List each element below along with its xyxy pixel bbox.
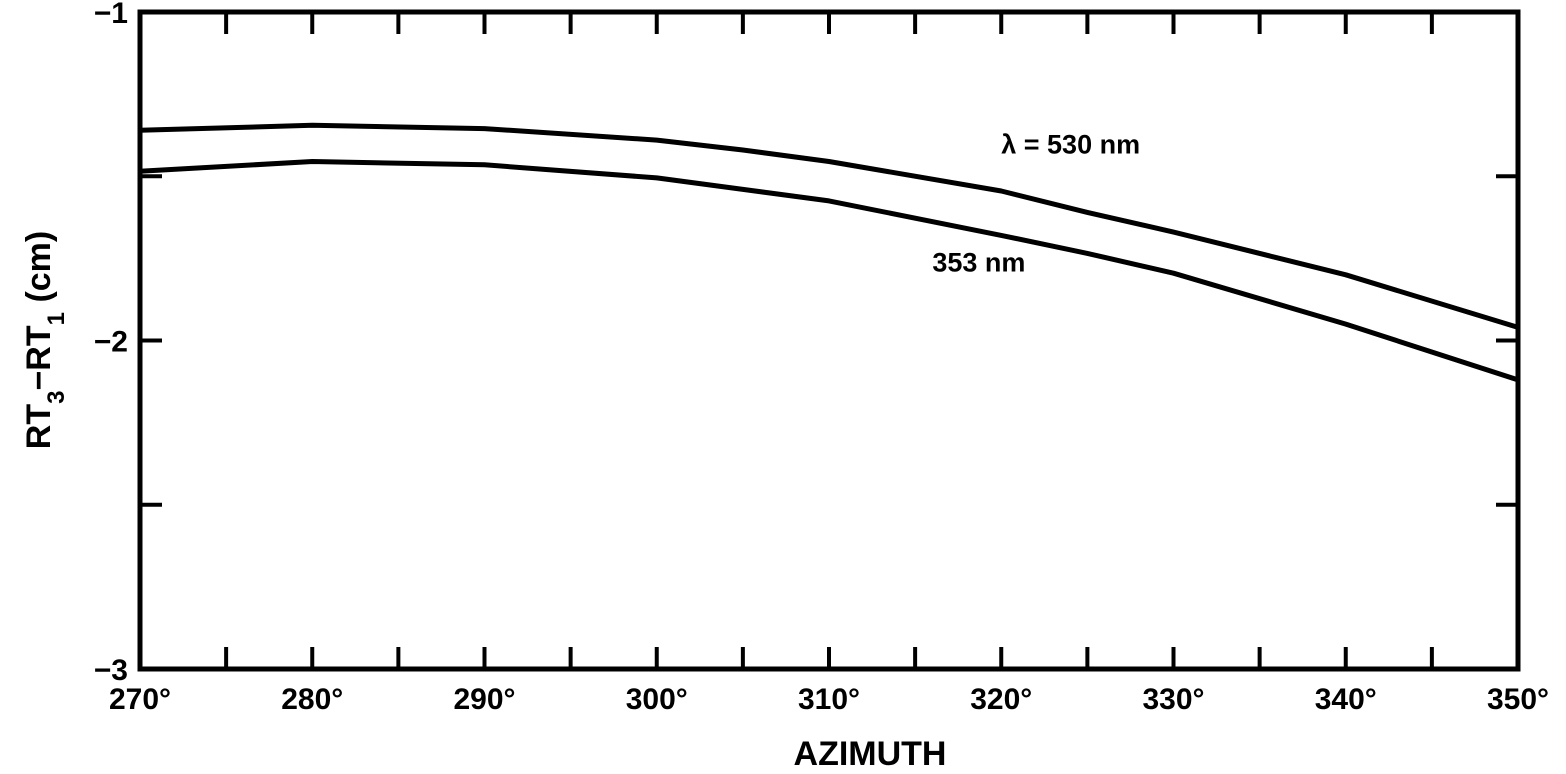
series-label-1: λ = 530 nm — [1001, 129, 1140, 159]
y-axis-title-sub2: 1 — [43, 312, 70, 325]
annotations: λ = 530 nm 353 nm — [932, 129, 1140, 277]
x-tick-label: 280° — [281, 683, 343, 716]
x-tick-label: 320° — [970, 683, 1032, 716]
series-line-1 — [137, 122, 1521, 330]
axis-tick-labels: 270° 280° 290° 300° 310° 320° 330° 340° 350° −3 −2… — [94, 0, 1549, 716]
y-tick-label: −3 — [94, 654, 128, 687]
y-axis-title-mid: −RT — [20, 325, 58, 390]
x-tick-label: 330° — [1142, 683, 1204, 716]
x-tick-label: 300° — [626, 683, 688, 716]
y-tick-label: −1 — [94, 0, 128, 30]
x-tick-label: 270° — [109, 683, 171, 716]
y-axis-title: RT3−RT1 (cm) — [20, 231, 70, 449]
x-tick-label: 310° — [798, 683, 860, 716]
x-axis-title: AZIMUTH — [794, 735, 947, 773]
y-axis-title-unit: (cm) — [20, 231, 58, 312]
x-tick-label: 340° — [1315, 683, 1377, 716]
x-tick-label: 350° — [1487, 683, 1549, 716]
series-label-2: 353 nm — [932, 248, 1025, 278]
series-group — [137, 122, 1521, 383]
x-tick-label: 290° — [453, 683, 515, 716]
series-line-2 — [137, 159, 1521, 383]
plot-frame — [137, 9, 1521, 672]
y-axis-title-main: RT — [20, 404, 58, 450]
y-tick-label: −2 — [94, 326, 128, 359]
axis-ticks — [138, 10, 1520, 671]
y-axis-title-sub1: 3 — [43, 391, 70, 404]
